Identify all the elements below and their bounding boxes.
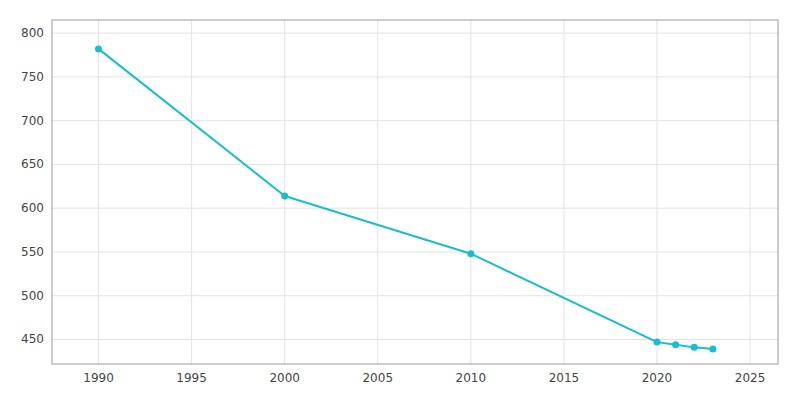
point (467, 250, 474, 257)
grid-line (377, 20, 378, 364)
x-tick-label: 2000 (269, 371, 300, 385)
point (709, 346, 716, 353)
y-tick-label: 550 (21, 245, 44, 259)
grid-line (52, 251, 778, 252)
grid-line (191, 20, 192, 364)
grid-line (52, 120, 778, 121)
point (654, 339, 661, 346)
x-tick-label: 2015 (549, 371, 580, 385)
grid-line (52, 295, 778, 296)
series (95, 45, 716, 352)
x-tick-label: 2025 (735, 371, 766, 385)
x-tick-label: 1995 (176, 371, 207, 385)
y-tick-label: 450 (21, 332, 44, 346)
y-tick-label: 800 (21, 26, 44, 40)
grid-line (750, 20, 751, 364)
grid (52, 20, 778, 364)
x-tick-label: 2005 (362, 371, 393, 385)
x-tick-label: 2020 (642, 371, 673, 385)
y-tick-label: 700 (21, 114, 44, 128)
point (95, 45, 102, 52)
y-tick-label: 600 (21, 201, 44, 215)
grid-line (98, 20, 99, 364)
grid-line (52, 164, 778, 165)
grid-line (470, 20, 471, 364)
grid-line (657, 20, 658, 364)
grid-line (52, 339, 778, 340)
y-tick-label: 750 (21, 70, 44, 84)
grid-line (563, 20, 564, 364)
line (99, 49, 713, 349)
y-tick-label: 500 (21, 289, 44, 303)
grid-line (52, 208, 778, 209)
tick-labels: 1990 1995 2000 2005 2010 2015 2020 2025 450 500 55… (21, 26, 765, 385)
chart: 1990 1995 2000 2005 2010 2015 2020 2025 450 500 55… (0, 0, 800, 400)
grid-line (52, 76, 778, 77)
point (281, 192, 288, 199)
point (691, 344, 698, 351)
grid-line (284, 20, 285, 364)
x-tick-label: 2010 (456, 371, 487, 385)
plot-frame (52, 20, 778, 364)
point (672, 341, 679, 348)
y-tick-label: 650 (21, 157, 44, 171)
x-tick-label: 1990 (83, 371, 114, 385)
grid-line (52, 33, 778, 34)
